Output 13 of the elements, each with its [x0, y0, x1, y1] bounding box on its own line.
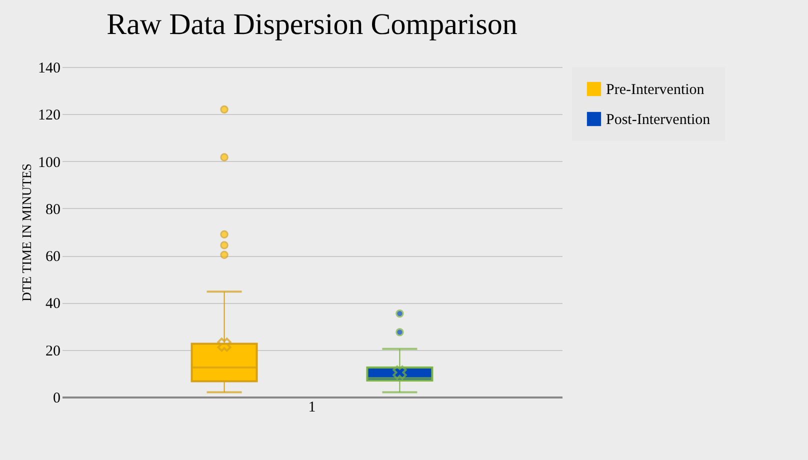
y-tick-label: 100 [38, 154, 60, 171]
y-tick-label: 40 [46, 296, 60, 312]
x-tick-label: 1 [308, 400, 316, 416]
legend-label: Pre-Intervention [606, 82, 705, 98]
y-tick-label: 0 [53, 390, 60, 406]
y-tick-label: 20 [46, 343, 60, 360]
y-tick-label: 60 [46, 249, 60, 266]
y-tick-label: 140 [38, 60, 60, 76]
y-axis-title: DTE TIME IN MINUTES [19, 163, 34, 302]
chart-title: Raw Data Dispersion Comparison [106, 8, 518, 41]
legend-label: Post-Intervention [606, 112, 711, 128]
y-tick-label: 80 [46, 202, 60, 218]
y-tick-label: 120 [38, 108, 60, 124]
